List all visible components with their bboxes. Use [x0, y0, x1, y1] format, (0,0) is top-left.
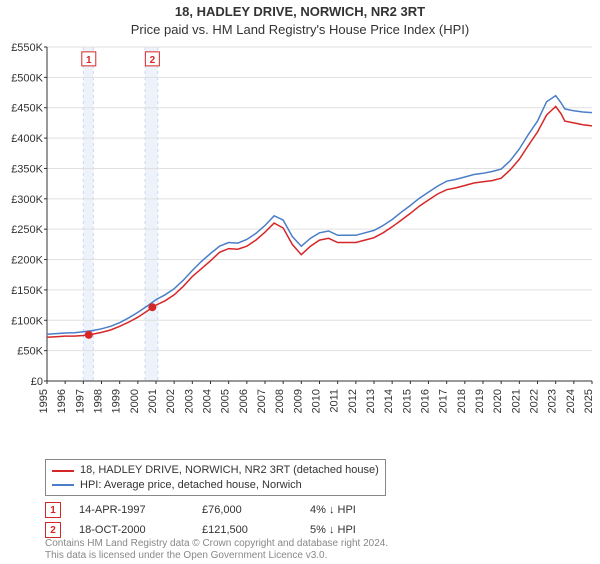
svg-text:2019: 2019 — [474, 389, 486, 413]
svg-text:1: 1 — [86, 55, 92, 66]
svg-text:£500K: £500K — [11, 72, 43, 84]
svg-text:£150K: £150K — [11, 285, 43, 297]
svg-text:1995: 1995 — [38, 389, 50, 413]
svg-text:1999: 1999 — [111, 389, 123, 413]
svg-text:2017: 2017 — [438, 389, 450, 413]
svg-text:2023: 2023 — [547, 389, 559, 413]
svg-text:2006: 2006 — [238, 389, 250, 413]
svg-text:£350K: £350K — [11, 163, 43, 175]
transaction-date: 14-APR-1997 — [79, 504, 184, 516]
svg-text:1998: 1998 — [93, 389, 105, 413]
transaction-marker-2: 2 — [45, 522, 61, 538]
svg-text:2015: 2015 — [401, 389, 413, 413]
svg-text:2018: 2018 — [456, 389, 468, 413]
chart-title: 18, HADLEY DRIVE, NORWICH, NR2 3RT — [0, 4, 600, 21]
svg-text:2020: 2020 — [492, 389, 504, 413]
legend-row-1: 18, HADLEY DRIVE, NORWICH, NR2 3RT (deta… — [52, 463, 379, 477]
svg-text:2: 2 — [150, 55, 156, 66]
legend-swatch-1 — [52, 470, 74, 472]
svg-text:2005: 2005 — [220, 389, 232, 413]
transaction-marker-1: 1 — [45, 502, 61, 518]
legend: 18, HADLEY DRIVE, NORWICH, NR2 3RT (deta… — [45, 459, 386, 496]
legend-swatch-2 — [52, 484, 74, 486]
svg-text:1997: 1997 — [74, 389, 86, 413]
footer-line2: This data is licensed under the Open Gov… — [45, 550, 388, 562]
chart-area: £0 £50K £100K £150K £200K £250K £300K £350K £400… — [2, 41, 598, 443]
transaction-rel: 5% ↓ HPI — [310, 524, 385, 536]
svg-text:2003: 2003 — [183, 389, 195, 413]
chart-subtitle: Price paid vs. HM Land Registry's House … — [0, 22, 600, 37]
svg-text:£0: £0 — [31, 376, 43, 388]
svg-text:2004: 2004 — [202, 389, 214, 413]
transaction-price: £76,000 — [202, 504, 292, 516]
legend-label-2: HPI: Average price, detached house, Norw… — [80, 478, 302, 492]
footer-line1: Contains HM Land Registry data © Crown c… — [45, 538, 388, 550]
svg-text:£450K: £450K — [11, 103, 43, 115]
legend-label-1: 18, HADLEY DRIVE, NORWICH, NR2 3RT (deta… — [80, 463, 379, 477]
svg-text:2022: 2022 — [529, 389, 541, 413]
transactions-table: 1 14-APR-1997 £76,000 4% ↓ HPI 2 18-OCT-… — [45, 498, 385, 538]
svg-text:£250K: £250K — [11, 224, 43, 236]
svg-text:2009: 2009 — [292, 389, 304, 413]
svg-text:2008: 2008 — [274, 389, 286, 413]
svg-text:2011: 2011 — [329, 389, 341, 413]
svg-text:2016: 2016 — [420, 389, 432, 413]
transaction-date: 18-OCT-2000 — [79, 524, 184, 536]
svg-text:£300K: £300K — [11, 194, 43, 206]
svg-text:2001: 2001 — [147, 389, 159, 413]
svg-text:£550K: £550K — [11, 42, 43, 54]
svg-text:2000: 2000 — [129, 389, 141, 413]
line-chart-svg: £0 £50K £100K £150K £200K £250K £300K £350K £400… — [2, 41, 598, 443]
svg-text:2002: 2002 — [165, 389, 177, 413]
svg-text:2010: 2010 — [311, 389, 323, 413]
svg-text:2013: 2013 — [365, 389, 377, 413]
svg-text:£100K: £100K — [11, 315, 43, 327]
svg-text:£400K: £400K — [11, 133, 43, 145]
transaction-row: 1 14-APR-1997 £76,000 4% ↓ HPI — [45, 502, 385, 518]
legend-row-2: HPI: Average price, detached house, Norw… — [52, 478, 379, 492]
svg-text:2021: 2021 — [510, 389, 522, 413]
svg-text:2012: 2012 — [347, 389, 359, 413]
svg-text:2024: 2024 — [565, 389, 577, 413]
footer-attribution: Contains HM Land Registry data © Crown c… — [45, 538, 388, 562]
transaction-price: £121,500 — [202, 524, 292, 536]
transaction-row: 2 18-OCT-2000 £121,500 5% ↓ HPI — [45, 522, 385, 538]
transaction-rel: 4% ↓ HPI — [310, 504, 385, 516]
svg-text:2025: 2025 — [583, 389, 595, 413]
svg-text:2007: 2007 — [256, 389, 268, 413]
svg-text:£50K: £50K — [17, 346, 43, 358]
svg-text:2014: 2014 — [383, 389, 395, 413]
svg-text:1996: 1996 — [56, 389, 68, 413]
svg-text:£200K: £200K — [11, 254, 43, 266]
